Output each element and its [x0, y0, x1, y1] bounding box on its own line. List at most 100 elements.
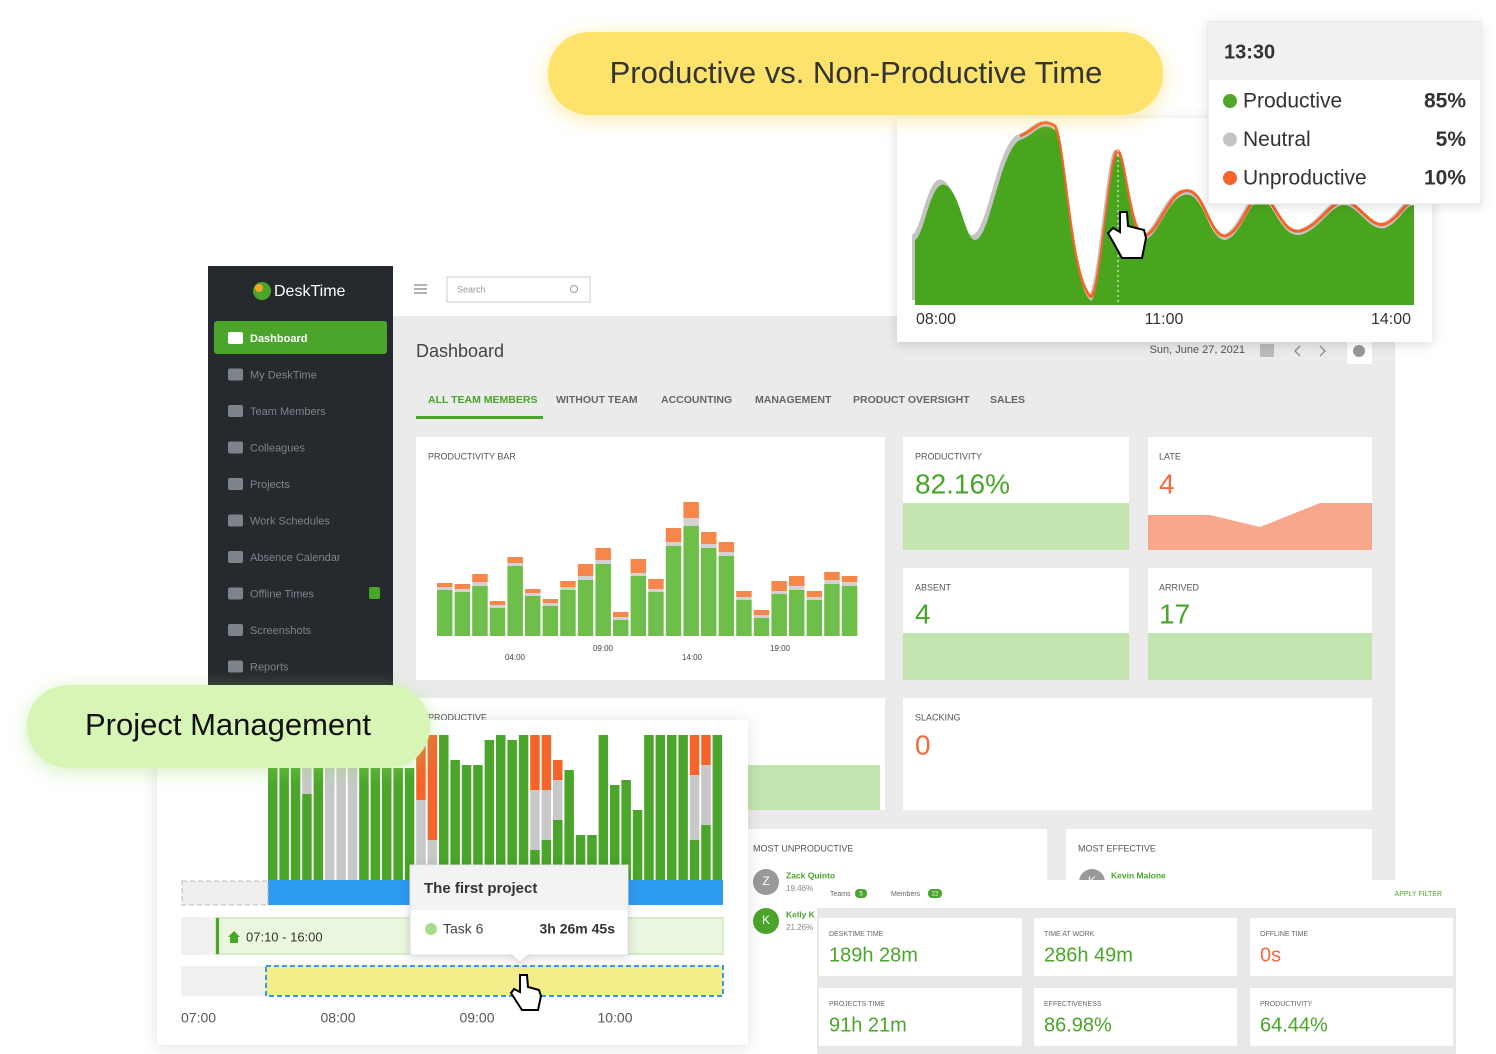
bar-segment [841, 586, 858, 636]
callout [548, 32, 1163, 115]
menu-item: Offline Times [250, 588, 314, 600]
bar-segment [507, 557, 523, 563]
bar-segment [610, 785, 620, 880]
menu-icon [228, 332, 243, 344]
stat-value: 0 [915, 729, 931, 760]
bar-segment [542, 599, 559, 603]
summary-label: EFFECTIVENESS [1044, 1001, 1102, 1008]
bar-segment [689, 735, 700, 775]
filter-label: Teams [830, 891, 851, 898]
bar-segment [393, 768, 403, 880]
summary-cell [1034, 988, 1237, 1046]
bar-segment [564, 770, 574, 880]
bar-segment [701, 765, 711, 825]
bar-segment [427, 735, 438, 840]
bar-segment [325, 768, 335, 880]
legend-dot [1223, 94, 1237, 108]
bar-segment [841, 582, 858, 586]
active-item[interactable] [214, 321, 387, 354]
bar-segment [753, 615, 770, 618]
bar-segment [701, 825, 711, 880]
bar-segment [595, 560, 611, 564]
schedule-time: 07:10 - 16:00 [246, 929, 323, 944]
bar-segment [553, 820, 563, 880]
bar-segment [525, 593, 541, 596]
menu-item: Reports [250, 661, 289, 673]
bar-segment [683, 518, 699, 526]
bar-segment [689, 775, 700, 840]
selected-row[interactable] [265, 965, 724, 997]
bar-segment [613, 612, 629, 617]
bar-segment [648, 592, 664, 636]
menu-item: Projects [250, 479, 290, 491]
bar-segment [630, 559, 647, 573]
menu-item: Absence Calendar [250, 552, 341, 564]
search-box[interactable] [446, 276, 591, 303]
bar-segment [598, 735, 609, 880]
bar-segment [718, 542, 735, 552]
project-card: 07:10 - 16:00 07:00 08:00 09:00 10:00 Th… [157, 720, 748, 1045]
bar-segment [736, 597, 752, 600]
bar-segment [525, 596, 541, 636]
date-arrows[interactable] [1293, 345, 1327, 357]
bar-segment [683, 502, 699, 518]
bar-segment [678, 735, 688, 880]
tab: ALL TEAM MEMBERS [428, 394, 537, 406]
menu-icon [228, 478, 243, 490]
filter-bar [817, 880, 1456, 908]
tab: SALES [990, 394, 1025, 406]
bar-segment [489, 605, 506, 608]
bar-segment [450, 760, 460, 880]
stat-label: PRODUCTIVITY [915, 451, 982, 461]
person-name: Zack Quinto [786, 870, 835, 880]
bar-segment [806, 597, 823, 600]
bar-segment [473, 765, 483, 880]
bar-segment [621, 780, 631, 880]
bar-segment [701, 532, 717, 544]
bar-segment [644, 735, 654, 880]
bar-segment [718, 556, 735, 636]
bar-segment [454, 589, 471, 592]
legend-value: 5% [1436, 128, 1467, 151]
calendar-icon[interactable] [1260, 344, 1274, 357]
bar-segment [472, 582, 488, 586]
bar-segment [484, 740, 495, 880]
person-name: Kelly K [786, 909, 816, 919]
bar-segment [525, 589, 541, 593]
stat-label: SLACKING [915, 712, 961, 722]
apply-filter[interactable]: APPLY FILTER [1395, 891, 1442, 898]
bar-segment [648, 589, 664, 592]
bar-segment [553, 760, 563, 780]
menu-item: Work Schedules [250, 515, 330, 527]
help-icon [1353, 345, 1365, 357]
bar-segment [736, 591, 752, 597]
x-label: 07:00 [181, 1010, 216, 1026]
bar-segment [472, 574, 488, 582]
summary-label: DESKTIME TIME [829, 931, 884, 938]
menu-item: Team Members [250, 406, 326, 418]
avatar [753, 869, 779, 895]
summary-value: 91h 21m [829, 1014, 907, 1036]
x-label: 08:00 [320, 1010, 355, 1026]
bar-segment [437, 583, 453, 587]
menu-item: My DeskTime [250, 369, 317, 381]
productive-area [915, 126, 1414, 306]
count-pill [855, 889, 867, 898]
stat-fill [1148, 633, 1372, 680]
bar-segment [313, 768, 324, 880]
bar-segment [655, 735, 666, 880]
x-label: 14:00 [682, 653, 703, 662]
bar-segment [632, 810, 643, 880]
stat-label: LATE [1159, 451, 1181, 461]
summary-cell [819, 988, 1022, 1046]
tab-underline [416, 416, 543, 419]
bar-segment [489, 601, 506, 605]
bar-segment [541, 735, 552, 790]
avatar-initial: Z [762, 874, 769, 888]
bar-segment [290, 768, 301, 880]
x-label: 11:00 [1145, 311, 1184, 328]
bar-segment [613, 620, 629, 636]
bar-segment [771, 594, 787, 636]
legend-value: 10% [1424, 167, 1466, 190]
tab: ACCOUNTING [661, 394, 732, 406]
